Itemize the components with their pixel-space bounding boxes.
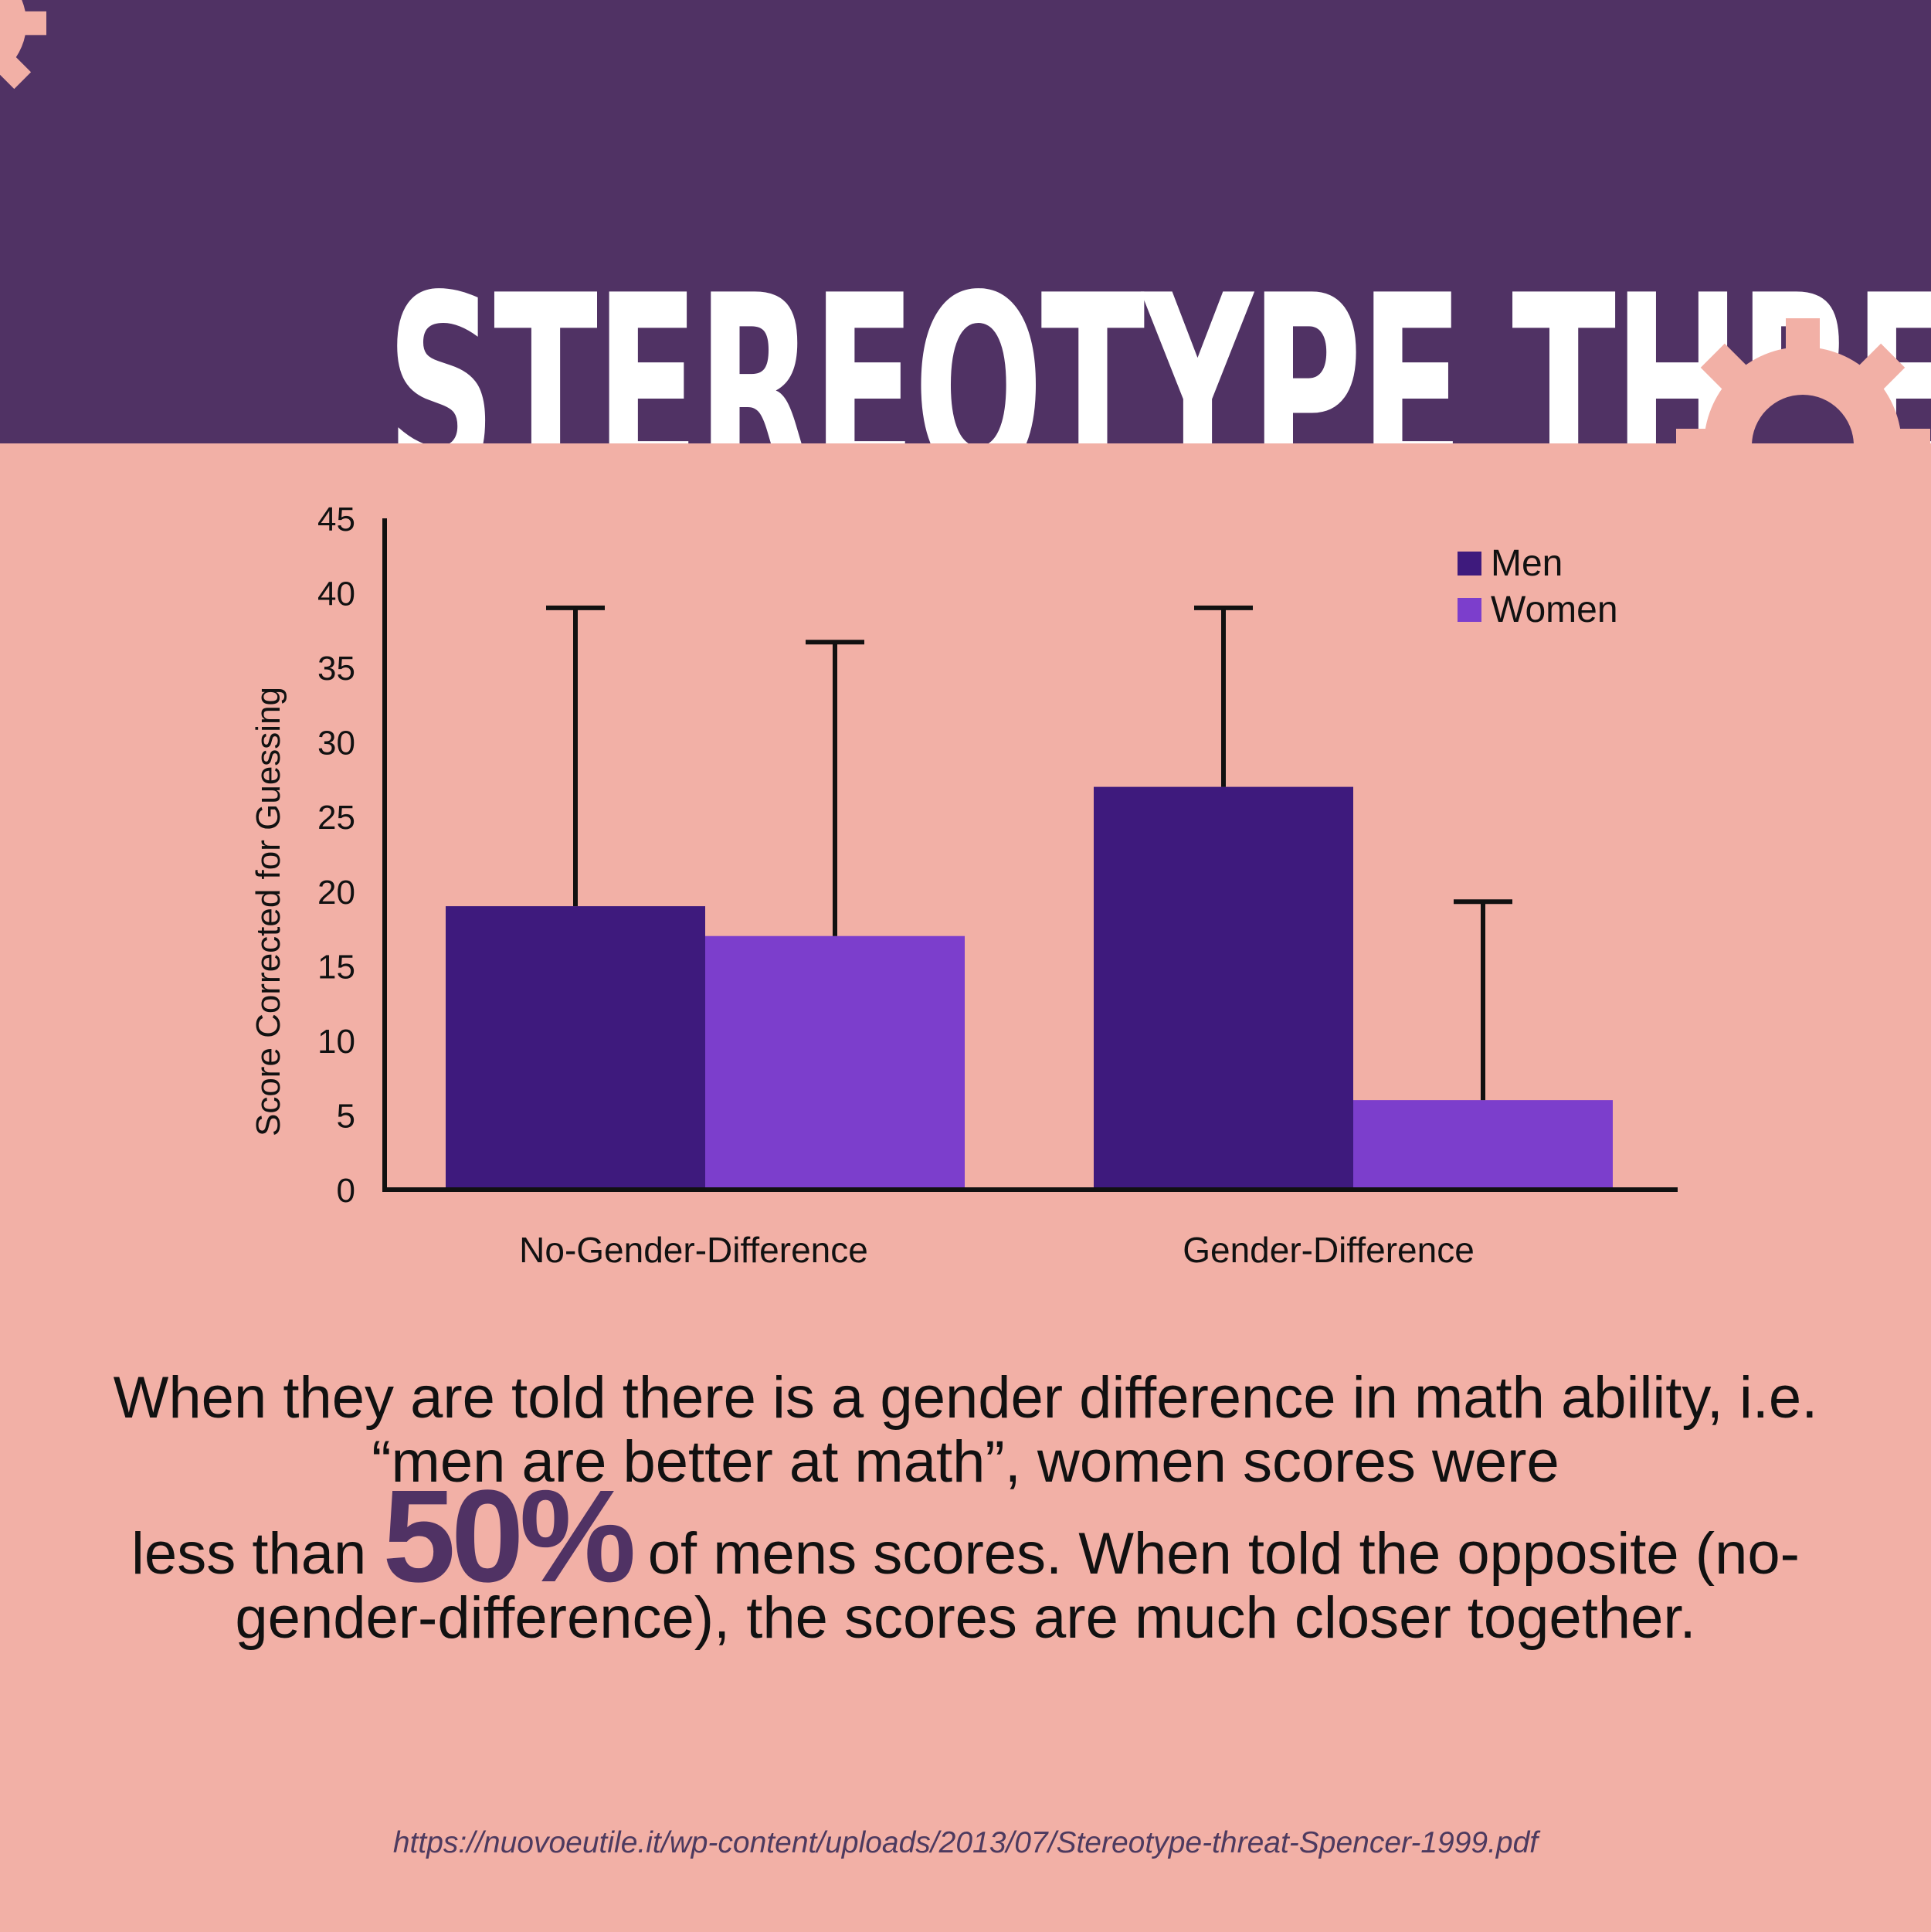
- source-link[interactable]: https://nuovoeutile.it/wp-content/upload…: [392, 1826, 1539, 1859]
- y-tick-label: 20: [317, 874, 355, 912]
- y-tick-label: 0: [337, 1172, 355, 1210]
- y-tick-label: 45: [317, 501, 355, 538]
- header-banner: STEREOTYPE THREAT: [0, 0, 1931, 443]
- summary-line-2: less than 50% of mens scores. When told …: [70, 1471, 1861, 1651]
- y-tick-label: 40: [317, 576, 355, 613]
- y-axis-label: Score Corrected for Guessing: [249, 687, 287, 1136]
- y-tick-label: 25: [317, 799, 355, 837]
- summary-text: When they are told there is a gender dif…: [70, 1366, 1861, 1650]
- y-tick-label: 35: [317, 650, 355, 688]
- y-tick-label: 15: [317, 948, 355, 986]
- gear-icon: [0, 0, 46, 90]
- summary-pre: less than: [131, 1521, 367, 1587]
- y-tick-label: 10: [317, 1023, 355, 1061]
- bar-women: [1353, 1100, 1613, 1190]
- legend-label-men: Men: [1491, 543, 1563, 584]
- gear-icon: [1676, 318, 1930, 443]
- legend: Men Women: [1458, 543, 1618, 630]
- summary-line-1: When they are told there is a gender dif…: [113, 1365, 1818, 1495]
- summary-post: of mens scores. When told the opposite (…: [235, 1521, 1800, 1651]
- highlight-percent: 50%: [382, 1463, 636, 1610]
- bar-men: [446, 906, 705, 1190]
- x-tick-label: No-Gender-Difference: [519, 1230, 868, 1270]
- y-tick-label: 5: [337, 1097, 355, 1135]
- bar-chart: 0 5 10 15 20 25 30 35 40 45 Score Corrected for G…: [249, 501, 1678, 1270]
- bar-men: [1094, 786, 1353, 1190]
- legend-swatch-men: [1458, 552, 1481, 576]
- y-tick-label: 30: [317, 725, 355, 762]
- legend-label-women: Women: [1491, 589, 1618, 630]
- x-tick-label: Gender-Difference: [1183, 1230, 1475, 1270]
- bar-women: [705, 935, 965, 1190]
- legend-swatch-women: [1458, 598, 1481, 622]
